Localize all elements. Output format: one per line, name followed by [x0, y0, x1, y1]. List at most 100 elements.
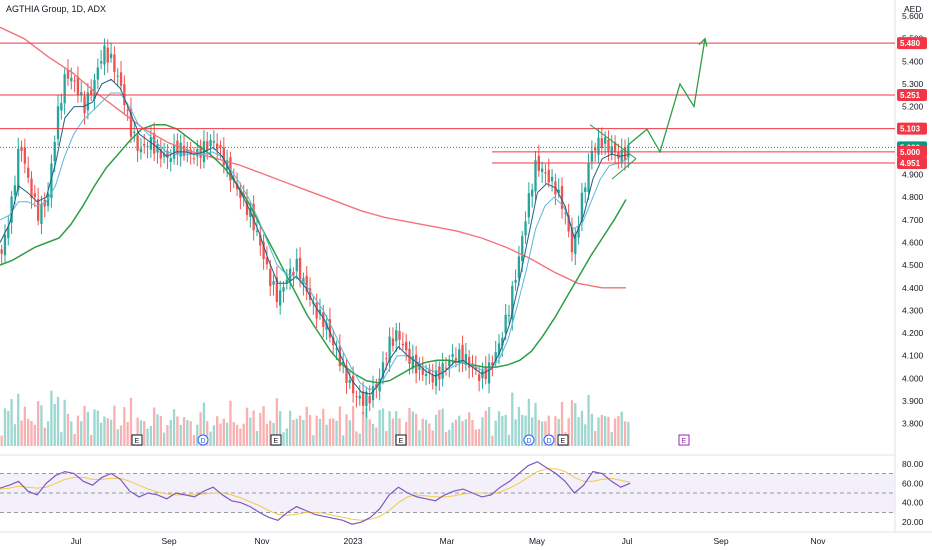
candle-body	[70, 77, 73, 82]
volume-bar	[298, 415, 302, 446]
time-tick-label: Jul	[71, 536, 82, 546]
trend-drawings	[589, 37, 708, 180]
volume-bar	[471, 420, 474, 446]
candle-body	[524, 221, 527, 236]
volume-bar	[219, 423, 222, 446]
candle-body	[285, 279, 288, 283]
candle-body	[265, 257, 269, 265]
volume-bar	[265, 423, 269, 446]
volume-bar	[126, 421, 129, 446]
candle-body	[547, 169, 550, 183]
candle-body	[534, 160, 537, 192]
candle-body	[46, 193, 50, 207]
volume-bar	[451, 422, 454, 446]
price-tag-box	[897, 145, 927, 158]
candle-body	[103, 45, 106, 65]
price-tick-label: 5.600	[902, 11, 924, 21]
volume-bar	[524, 415, 527, 446]
earnings-marker	[395, 434, 407, 446]
price-tag-box	[897, 156, 927, 169]
candle-body	[10, 196, 13, 223]
price-tag-box	[897, 37, 927, 50]
time-tick-label: Nov	[810, 536, 826, 546]
price-tick-label: 3.900	[902, 396, 924, 406]
volume-bar	[580, 410, 584, 446]
candle-body	[192, 158, 196, 160]
volume-bar	[83, 405, 86, 446]
candle-body	[17, 148, 20, 190]
volume-bar	[332, 418, 335, 446]
volume-bar	[162, 432, 166, 446]
candle-body	[13, 185, 17, 196]
candle-body	[90, 90, 93, 95]
candle-body	[245, 200, 249, 215]
candle-body	[279, 290, 282, 306]
candle-body	[53, 142, 56, 162]
volume-bar	[418, 430, 421, 446]
candle-body	[514, 279, 517, 283]
volume-bar	[557, 418, 560, 446]
volume-bars	[0, 390, 630, 446]
candle-body	[574, 234, 577, 254]
candle-body	[50, 163, 53, 198]
candle-body	[567, 214, 570, 232]
candle-body	[395, 330, 398, 342]
candle-body	[3, 234, 7, 256]
volume-bar	[398, 418, 401, 446]
candle-body	[570, 226, 574, 253]
candle-body	[56, 106, 60, 140]
candle-body	[73, 80, 76, 82]
volume-bar	[295, 418, 298, 446]
candle-body	[401, 343, 405, 346]
volume-bar	[587, 394, 590, 446]
triangle-lower-line	[611, 158, 637, 180]
volume-bar	[501, 416, 504, 446]
candle-body	[580, 192, 584, 223]
price-tag-label: 5.000	[900, 148, 921, 157]
candle-body	[342, 361, 345, 364]
volume-bar	[232, 422, 235, 446]
candle-body	[172, 145, 176, 159]
volume-bar	[192, 435, 196, 446]
volume-bar	[315, 415, 318, 446]
time-tick-label: Sep	[161, 536, 176, 546]
rsi-tick-label: 60.00	[902, 478, 924, 488]
volume-bar	[521, 414, 524, 446]
candle-body	[186, 149, 189, 152]
candle-body	[607, 139, 610, 152]
volume-bar	[282, 432, 285, 446]
rsi-tick-label: 40.00	[902, 498, 924, 508]
volume-bar	[106, 418, 109, 446]
volume-bar	[597, 417, 600, 446]
candle-body	[368, 395, 371, 404]
candle-body	[269, 268, 272, 287]
candle-body	[441, 363, 444, 379]
volume-bar	[491, 435, 494, 446]
volume-bar	[73, 434, 76, 446]
candle-body	[7, 226, 10, 239]
volume-bar	[292, 419, 295, 446]
volume-bar	[511, 392, 514, 446]
candle-body	[610, 146, 613, 155]
candle-body	[418, 363, 421, 370]
earnings-marker	[557, 434, 569, 446]
price-tick-label: 3.800	[902, 419, 924, 429]
volume-bar	[76, 415, 80, 446]
candle-body	[527, 193, 531, 218]
candle-body	[507, 315, 511, 317]
volume-bar	[345, 414, 348, 446]
volume-bar	[365, 407, 368, 446]
candle-body	[129, 108, 133, 137]
volume-bar	[428, 423, 431, 446]
event-marker-label: E	[135, 438, 140, 445]
price-tick-label: 5.200	[902, 102, 924, 112]
candle-body	[385, 358, 388, 360]
candle-body	[96, 67, 99, 80]
volume-bar	[222, 418, 225, 446]
volume-bar	[547, 415, 550, 446]
volume-bar	[0, 435, 3, 446]
volume-bar	[86, 411, 90, 446]
volume-bar	[305, 406, 308, 446]
